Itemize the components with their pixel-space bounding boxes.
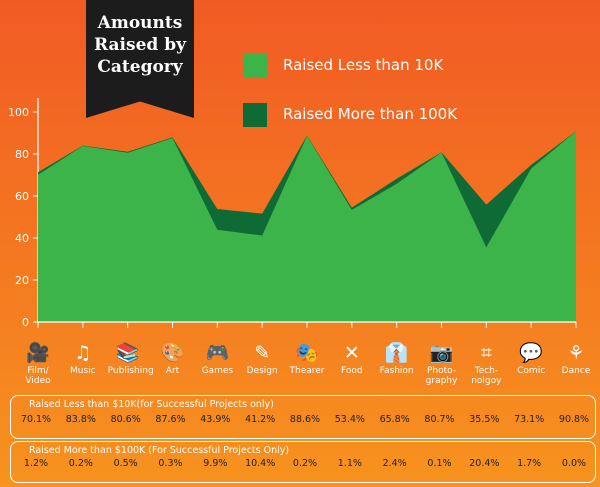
category-label: ⌗ Tech-nolgoy — [466, 340, 506, 386]
y-tick-label: 100 — [8, 106, 29, 119]
value-more-100k: 20.4% — [469, 458, 500, 469]
value-less-10k: 53.4% — [334, 414, 365, 425]
category-label-text: Art — [165, 366, 180, 376]
category-label-text: nolgoy — [471, 376, 502, 386]
value-more-100k: 9.9% — [203, 458, 228, 469]
value-more-100k: 1.1% — [337, 458, 362, 469]
table-more-100k: Raised More than $100K (For Successful P… — [10, 441, 596, 483]
category-label-text: Games — [201, 366, 234, 376]
value-more-100k: 0.0% — [561, 458, 587, 469]
value-less-10k: 65.8% — [379, 414, 410, 425]
category-label: ✎ Design — [242, 340, 282, 376]
photo-camera-icon: 📷 — [429, 342, 454, 364]
value-less-10k: 80.7% — [424, 414, 455, 425]
category-label: 📚 Publishing — [107, 340, 154, 376]
y-tick-label: 20 — [15, 274, 29, 287]
title-line-3: Category — [97, 57, 183, 77]
category-label: ♫ Music — [63, 340, 103, 376]
category-label-text: Thearer — [289, 366, 325, 376]
table-title-less-10k: Raised Less than $10K(for Successful Pro… — [29, 399, 274, 410]
pen-icon: ✎ — [254, 342, 271, 364]
y-tick-label: 0 — [22, 316, 29, 329]
category-label: 🎮 Games — [197, 340, 237, 376]
value-more-100k: 0.2% — [68, 458, 93, 469]
category-label: ⚘ Dance — [556, 340, 596, 376]
film-camera-icon: 🎥 — [26, 342, 50, 364]
category-label: 💬 Comic — [511, 340, 551, 376]
legend-label-less-10k: Raised Less than 10K — [283, 56, 444, 74]
y-axis: 0 20 40 60 80 100 — [8, 98, 39, 329]
value-less-10k: 73.1% — [514, 414, 545, 425]
table-less-10k: Raised Less than $10K(for Successful Pro… — [10, 395, 596, 439]
music-note-icon: ♫ — [74, 342, 92, 364]
books-icon: 📚 — [115, 342, 140, 364]
category-label-text: Publishing — [107, 366, 154, 376]
category-label-text: Photo- — [426, 366, 457, 376]
category-label: 📷 Photo-graphy — [422, 340, 462, 386]
legend-swatch-more-100k — [243, 103, 267, 127]
table-title-more-100k: Raised More than $100K (For Successful P… — [29, 445, 290, 456]
value-more-100k: 0.5% — [113, 458, 138, 469]
value-less-10k: 83.8% — [65, 414, 96, 425]
value-less-10k: 41.2% — [245, 414, 276, 425]
value-more-100k: 0.2% — [292, 458, 318, 469]
jacket-icon: 👔 — [384, 342, 409, 364]
legend-swatch-less-10k — [243, 54, 267, 78]
category-label: 🎨 Art — [153, 340, 193, 376]
value-less-10k: 35.5% — [469, 414, 500, 425]
category-label-text: Comic — [517, 366, 546, 376]
title-banner: Amounts Raised by Category — [86, 0, 194, 118]
chart-title: Amounts Raised by Category — [86, 12, 194, 78]
x-axis — [37, 321, 577, 328]
category-label: 👔 Fashion — [377, 340, 417, 376]
dancer-icon: ⚘ — [567, 342, 585, 364]
y-tick-label: 80 — [15, 148, 29, 161]
palette-icon: 🎨 — [160, 342, 185, 364]
value-less-10k: 87.6% — [155, 414, 186, 425]
category-label-text: Food — [341, 366, 363, 376]
fork-knife-icon: ✕ — [343, 342, 360, 364]
category-label-text: Tech- — [474, 366, 499, 376]
theater-masks-icon: 🎭 — [295, 342, 319, 364]
category-label-text: Dance — [561, 366, 591, 376]
area-less-10k — [38, 131, 576, 322]
title-line-2: Raised by — [94, 35, 186, 55]
value-more-100k: 2.4% — [382, 458, 407, 469]
category-label-text: Fashion — [379, 366, 414, 376]
y-tick-label: 40 — [15, 232, 29, 245]
category-label-text: graphy — [425, 376, 458, 386]
category-label-text: Design — [246, 366, 278, 376]
gamepad-icon: 🎮 — [205, 342, 230, 364]
y-tick-label: 60 — [15, 190, 29, 203]
value-more-100k: 10.4% — [245, 458, 276, 469]
value-less-10k: 70.1% — [20, 414, 52, 425]
category-label-text: Video — [25, 376, 51, 386]
value-less-10k: 80.6% — [110, 414, 141, 425]
value-more-100k: 0.3% — [158, 458, 183, 469]
circuit-board-icon: ⌗ — [480, 342, 492, 364]
area-series-group — [38, 131, 576, 322]
category-label: 🎭 Thearer — [287, 340, 327, 376]
value-more-100k: 0.1% — [427, 458, 452, 469]
title-line-1: Amounts — [97, 13, 183, 33]
value-more-100k: 1.7% — [517, 458, 542, 469]
category-label-text: Music — [70, 366, 96, 376]
value-less-10k: 90.8% — [558, 414, 590, 425]
value-more-100k: 1.2% — [23, 458, 49, 469]
category-label: 🎥 Film/Video — [18, 340, 58, 386]
value-less-10k: 88.6% — [289, 414, 321, 425]
speech-bubble-icon: 💬 — [519, 342, 543, 364]
value-less-10k: 43.9% — [200, 414, 231, 425]
category-label: ✕ Food — [332, 340, 372, 376]
category-label-text: Film/ — [27, 366, 49, 376]
legend-label-more-100k: Raised More than 100K — [283, 105, 458, 123]
